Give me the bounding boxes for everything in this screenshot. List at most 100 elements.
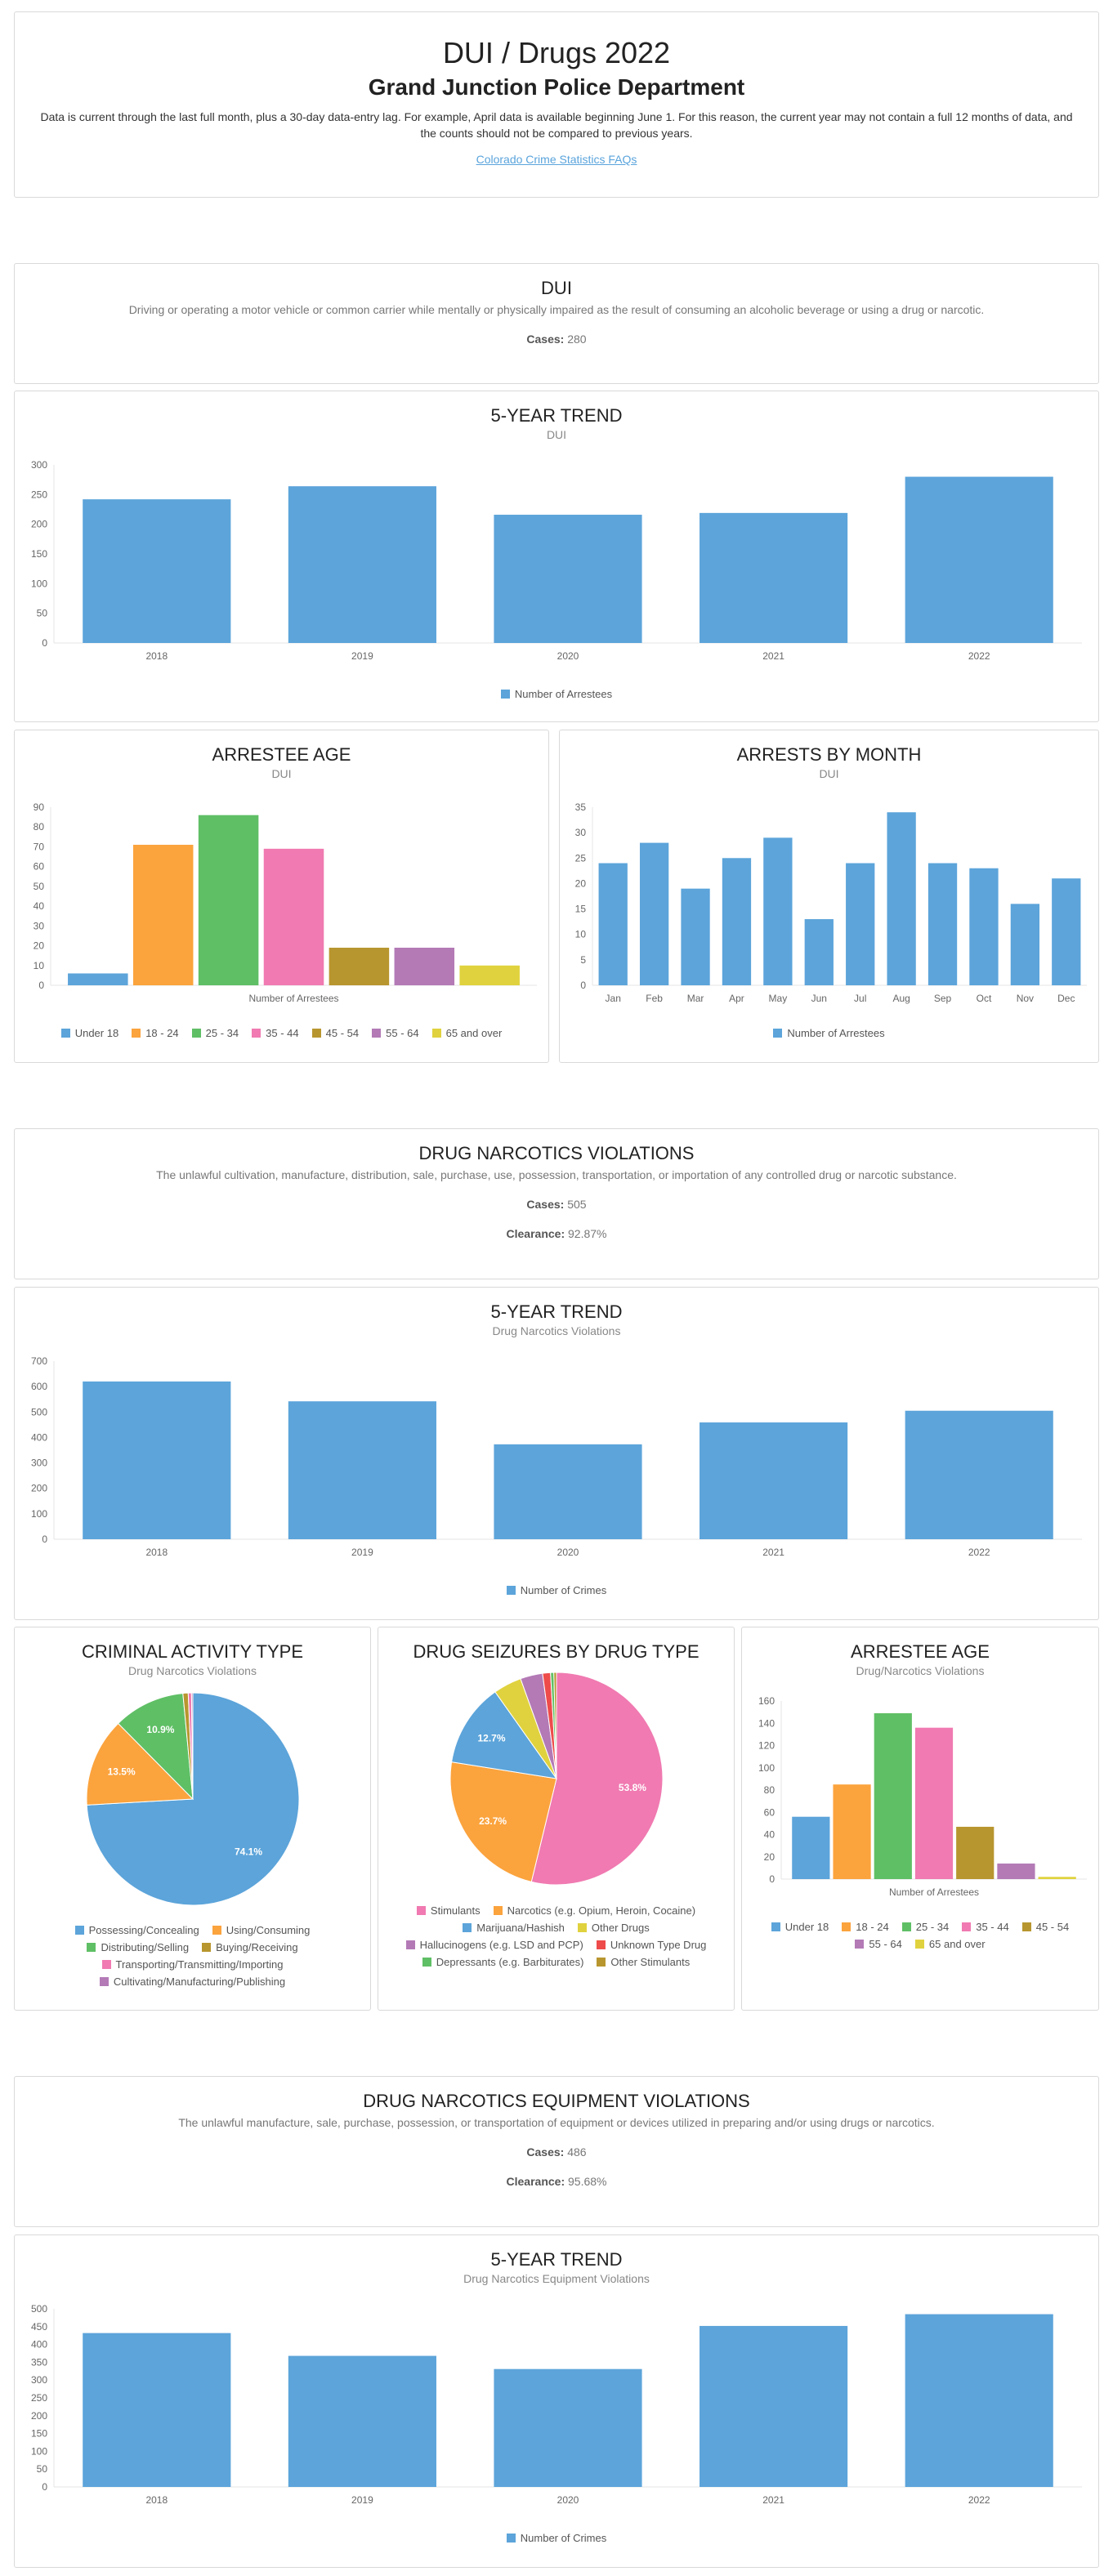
bar[interactable] <box>598 863 628 985</box>
bar[interactable] <box>763 837 793 985</box>
legend-item[interactable]: Buying/Receiving <box>202 1939 298 1956</box>
y-tick-label: 100 <box>758 1762 775 1774</box>
dui-trend-card: 5-YEAR TREND DUI 0 50 100 150 200 250 300 2018 2… <box>14 391 1099 722</box>
legend-item[interactable]: Using/Consuming <box>212 1922 310 1939</box>
legend-item[interactable]: Distributing/Selling <box>87 1939 189 1956</box>
y-tick-label: 160 <box>758 1695 775 1707</box>
legend-item[interactable]: Transporting/Transmitting/Importing <box>101 1956 283 1973</box>
bar[interactable] <box>1052 878 1081 985</box>
bar[interactable] <box>700 2325 848 2487</box>
legend-swatch <box>500 690 510 699</box>
legend-item[interactable]: Under 18 <box>771 1918 829 1935</box>
bar[interactable] <box>969 868 999 985</box>
y-tick-label: 70 <box>34 841 45 852</box>
bar[interactable] <box>639 842 669 985</box>
legend-item[interactable]: 25 - 34 <box>901 1918 949 1935</box>
legend-item[interactable]: Unknown Type Drug <box>596 1936 706 1953</box>
legend-item[interactable]: 18 - 24 <box>132 1025 179 1042</box>
bar[interactable] <box>700 512 848 643</box>
legend-item[interactable]: Cultivating/Manufacturing/Publishing <box>99 1973 285 1990</box>
bar[interactable] <box>700 1422 848 1539</box>
legend-item[interactable]: Narcotics (e.g. Opium, Heroin, Cocaine) <box>493 1902 695 1919</box>
bar[interactable] <box>263 848 324 985</box>
y-tick-label: 50 <box>34 881 45 892</box>
y-tick-label: 0 <box>42 2481 47 2493</box>
bar[interactable] <box>887 812 916 985</box>
bar[interactable] <box>997 1863 1035 1879</box>
bar[interactable] <box>956 1826 995 1879</box>
legend-item[interactable]: Number of Crimes <box>506 1582 606 1599</box>
y-tick-label: 200 <box>31 519 47 530</box>
bar[interactable] <box>833 1784 871 1879</box>
legend-item[interactable]: 45 - 54 <box>311 1025 360 1042</box>
bar[interactable] <box>394 947 455 985</box>
chart-legend: Under 18 18 - 24 25 - 34 35 - 44 45 - 54 55 -… <box>15 1025 548 1042</box>
legend-item[interactable]: Number of Arrestees <box>500 685 612 703</box>
bar[interactable] <box>494 515 642 643</box>
bar[interactable] <box>1038 1877 1076 1879</box>
bar[interactable] <box>905 2314 1053 2487</box>
legend-item[interactable]: 18 - 24 <box>842 1918 889 1935</box>
bar[interactable] <box>722 858 752 985</box>
legend-item[interactable]: Hallucinogens (e.g. LSD and PCP) <box>405 1936 583 1953</box>
legend-item[interactable]: 65 and over <box>431 1025 502 1042</box>
legend-item[interactable]: Other Stimulants <box>597 1953 690 1971</box>
legend-item[interactable]: Stimulants <box>416 1902 481 1919</box>
pie-slice[interactable] <box>117 1693 194 1801</box>
bar[interactable] <box>1010 904 1040 985</box>
legend-label: 45 - 54 <box>325 1027 360 1039</box>
bar[interactable] <box>792 1816 830 1879</box>
narcotics-trend-card: 5-YEAR TREND Drug Narcotics Violations 0… <box>14 1287 1099 1620</box>
pie-slice[interactable] <box>530 1672 664 1886</box>
bar[interactable] <box>288 2355 436 2487</box>
pie-slice[interactable] <box>449 1761 557 1882</box>
bar[interactable] <box>874 1712 912 1879</box>
bar[interactable] <box>459 965 520 985</box>
equipment-trend-card: 5-YEAR TREND Drug Narcotics Equipment Vi… <box>14 2234 1099 2568</box>
legend-item[interactable]: Possessing/Concealing <box>74 1922 199 1939</box>
bar[interactable] <box>804 919 834 985</box>
chart-subtitle: Drug Narcotics Violations <box>492 1324 621 1337</box>
legend-item[interactable]: Other Drugs <box>577 1919 650 1936</box>
dui-month-card: ARRESTS BY MONTH DUI 0 5 10 15 20 25 30 35 Jan Fe… <box>559 730 1099 1063</box>
bar[interactable] <box>83 1381 231 1539</box>
bar[interactable] <box>681 888 710 985</box>
bar[interactable] <box>132 845 194 985</box>
legend-label: Possessing/Concealing <box>88 1924 199 1936</box>
legend-item[interactable]: Under 18 <box>60 1025 118 1042</box>
bar[interactable] <box>83 499 231 643</box>
legend-item[interactable]: Number of Arrestees <box>773 1025 885 1042</box>
bar[interactable] <box>846 863 875 985</box>
bar[interactable] <box>494 2368 642 2487</box>
pie-slice[interactable] <box>190 1692 194 1800</box>
legend-item[interactable]: 55 - 64 <box>855 1935 902 1953</box>
cases-label: Cases: <box>526 333 565 346</box>
bar[interactable] <box>905 476 1053 643</box>
legend-item[interactable]: 45 - 54 <box>1021 1918 1069 1935</box>
bar[interactable] <box>494 1444 642 1539</box>
pie-slice[interactable] <box>86 1722 194 1806</box>
bar[interactable] <box>288 486 436 643</box>
legend-item[interactable]: Depressants (e.g. Barbiturates) <box>422 1953 583 1971</box>
bar[interactable] <box>905 1410 1053 1539</box>
legend-item[interactable]: Marijuana/Hashish <box>463 1919 565 1936</box>
legend-item[interactable]: 35 - 44 <box>252 1025 299 1042</box>
equipment-trend-chart: 0 50 100 150 200 250 300 350 400 450 500 2018 2019 20… <box>31 2303 1082 2506</box>
legend-item[interactable]: Number of Crimes <box>506 2529 606 2547</box>
pie-slice[interactable] <box>553 1672 557 1779</box>
bar[interactable] <box>928 863 958 985</box>
legend-item[interactable]: 55 - 64 <box>372 1025 419 1042</box>
pie-slice[interactable] <box>451 1691 558 1779</box>
legend-item[interactable]: 35 - 44 <box>962 1918 1009 1935</box>
legend-item[interactable]: 65 and over <box>914 1935 986 1953</box>
bar[interactable] <box>68 973 128 985</box>
bar[interactable] <box>198 815 259 985</box>
x-tick-label: 2020 <box>557 650 579 662</box>
bar[interactable] <box>83 2333 231 2487</box>
bar[interactable] <box>288 1401 436 1539</box>
bar[interactable] <box>914 1727 954 1879</box>
faq-link[interactable]: Colorado Crime Statistics FAQs <box>476 153 637 166</box>
bar[interactable] <box>329 947 390 985</box>
y-tick-label: 250 <box>31 2392 47 2404</box>
legend-item[interactable]: 25 - 34 <box>191 1025 239 1042</box>
